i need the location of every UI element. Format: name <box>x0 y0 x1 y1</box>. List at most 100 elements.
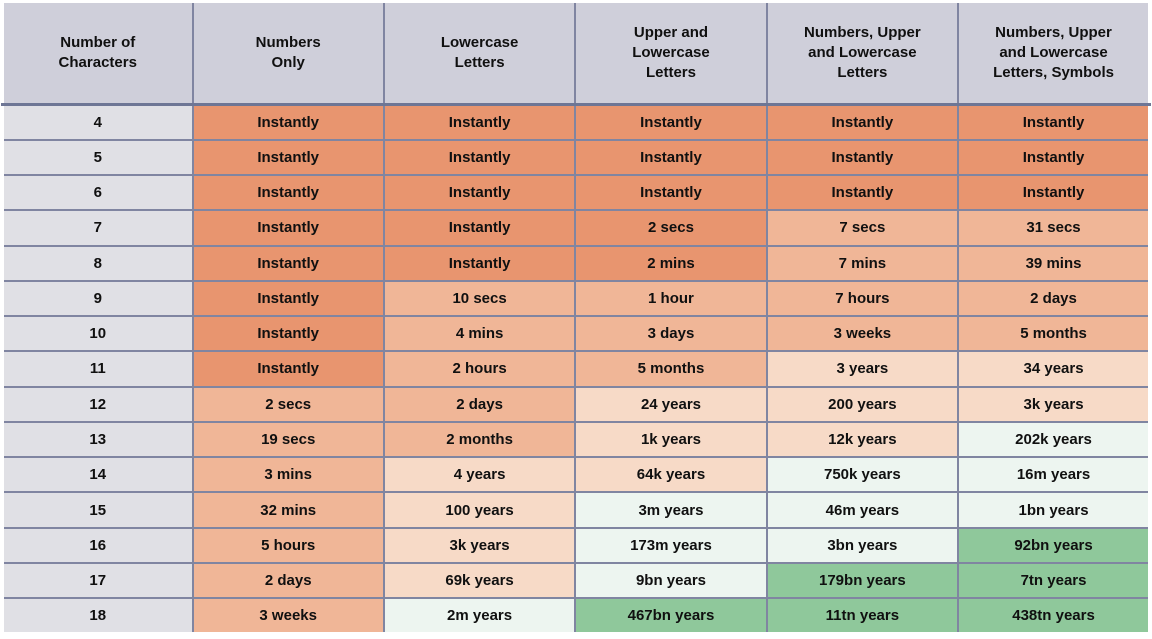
table-row: 10 Instantly 4 mins 3 days 3 weeks 5 months <box>1 315 1151 353</box>
time-cell: 173m years <box>574 526 768 564</box>
time-cell: 19 secs <box>191 420 385 459</box>
row-header-cell: 7 <box>1 209 194 247</box>
time-cell: Instantly <box>191 315 385 353</box>
time-cell: Instantly <box>382 174 577 212</box>
column-header: Numbers Only <box>191 0 385 106</box>
time-cell: 3m years <box>574 491 768 529</box>
header-row: Number of Characters Numbers Only Lowercas… <box>1 0 1151 106</box>
time-cell: 92bn years <box>957 526 1151 564</box>
row-header-cell: 9 <box>1 279 194 318</box>
time-cell: Instantly <box>191 138 385 177</box>
time-cell: 64k years <box>574 456 768 494</box>
table-row: 8 Instantly Instantly 2 mins 7 mins 39 mins <box>1 244 1151 282</box>
table-header: Number of Characters Numbers Only Lowercas… <box>1 0 1151 106</box>
time-cell: 46m years <box>765 491 960 529</box>
time-cell: Instantly <box>574 174 768 212</box>
time-cell: 7 mins <box>765 244 960 282</box>
time-cell: Instantly <box>191 209 385 247</box>
time-cell: Instantly <box>765 103 960 141</box>
time-cell: 7 secs <box>765 209 960 247</box>
time-cell: 2 secs <box>191 385 385 423</box>
table-row: 15 32 mins 100 years 3m years 46m years 1bn y… <box>1 491 1151 529</box>
row-header-cell: 14 <box>1 456 194 494</box>
time-cell: Instantly <box>191 174 385 212</box>
column-header: Numbers, Upper and Lowercase Letters, Sy… <box>957 0 1151 106</box>
row-header-cell: 5 <box>1 138 194 177</box>
time-cell: Instantly <box>382 138 577 177</box>
time-cell: 11tn years <box>765 597 960 635</box>
time-cell: Instantly <box>574 138 768 177</box>
table-row: 12 2 secs 2 days 24 years 200 years 3k years <box>1 385 1151 423</box>
row-header-cell: 13 <box>1 420 194 459</box>
time-cell: 69k years <box>382 561 577 600</box>
time-cell: Instantly <box>382 244 577 282</box>
row-header-cell: 18 <box>1 597 194 635</box>
table-row: 4 Instantly Instantly Instantly Instantly Ins… <box>1 103 1151 141</box>
time-cell: 5 hours <box>191 526 385 564</box>
column-header: Numbers, Upper and Lowercase Letters <box>765 0 960 106</box>
time-cell: 32 mins <box>191 491 385 529</box>
time-cell: 4 mins <box>382 315 577 353</box>
row-header-cell: 11 <box>1 350 194 388</box>
time-cell: 2 days <box>191 561 385 600</box>
time-cell: 3 years <box>765 350 960 388</box>
time-cell: 1k years <box>574 420 768 459</box>
column-header: Number of Characters <box>1 0 194 106</box>
time-cell: 750k years <box>765 456 960 494</box>
time-cell: 12k years <box>765 420 960 459</box>
time-cell: Instantly <box>957 103 1151 141</box>
time-cell: 100 years <box>382 491 577 529</box>
time-cell: Instantly <box>765 138 960 177</box>
row-header-cell: 17 <box>1 561 194 600</box>
time-cell: Instantly <box>191 244 385 282</box>
time-cell: Instantly <box>574 103 768 141</box>
table-row: 18 3 weeks 2m years 467bn years 11tn years 43… <box>1 597 1151 635</box>
time-cell: Instantly <box>957 138 1151 177</box>
row-header-cell: 10 <box>1 315 194 353</box>
time-cell: 2m years <box>382 597 577 635</box>
table-row: 16 5 hours 3k years 173m years 3bn years 92bn… <box>1 526 1151 564</box>
row-header-cell: 4 <box>1 103 194 141</box>
time-cell: 39 mins <box>957 244 1151 282</box>
table-row: 7 Instantly Instantly 2 secs 7 secs 31 secs <box>1 209 1151 247</box>
row-header-cell: 8 <box>1 244 194 282</box>
time-cell: Instantly <box>957 174 1151 212</box>
time-cell: 4 years <box>382 456 577 494</box>
row-header-cell: 16 <box>1 526 194 564</box>
time-cell: 202k years <box>957 420 1151 459</box>
time-cell: 3 weeks <box>765 315 960 353</box>
time-cell: 5 months <box>957 315 1151 353</box>
time-cell: Instantly <box>382 209 577 247</box>
time-cell: 1 hour <box>574 279 768 318</box>
table-row: 9 Instantly 10 secs 1 hour 7 hours 2 days <box>1 279 1151 318</box>
time-cell: 24 years <box>574 385 768 423</box>
time-cell: 3bn years <box>765 526 960 564</box>
time-cell: Instantly <box>191 279 385 318</box>
time-cell: 5 months <box>574 350 768 388</box>
time-cell: 200 years <box>765 385 960 423</box>
time-cell: 438tn years <box>957 597 1151 635</box>
time-cell: 2 days <box>957 279 1151 318</box>
time-cell: Instantly <box>191 350 385 388</box>
time-cell: 7 hours <box>765 279 960 318</box>
time-cell: 467bn years <box>574 597 768 635</box>
column-header: Upper and Lowercase Letters <box>574 0 768 106</box>
time-cell: 10 secs <box>382 279 577 318</box>
time-cell: 2 days <box>382 385 577 423</box>
table-body: 4 Instantly Instantly Instantly Instantly Ins… <box>1 103 1151 635</box>
time-cell: Instantly <box>765 174 960 212</box>
column-header: Lowercase Letters <box>382 0 577 106</box>
time-cell: 7tn years <box>957 561 1151 600</box>
table-row: 11 Instantly 2 hours 5 months 3 years 34 year… <box>1 350 1151 388</box>
table-row: 6 Instantly Instantly Instantly Instantly Ins… <box>1 174 1151 212</box>
time-cell: 179bn years <box>765 561 960 600</box>
time-cell: 2 secs <box>574 209 768 247</box>
time-cell: 2 months <box>382 420 577 459</box>
time-cell: 3 mins <box>191 456 385 494</box>
time-cell: 3 days <box>574 315 768 353</box>
table-row: 5 Instantly Instantly Instantly Instantly Ins… <box>1 138 1151 177</box>
time-cell: 3k years <box>957 385 1151 423</box>
row-header-cell: 15 <box>1 491 194 529</box>
time-cell: 31 secs <box>957 209 1151 247</box>
